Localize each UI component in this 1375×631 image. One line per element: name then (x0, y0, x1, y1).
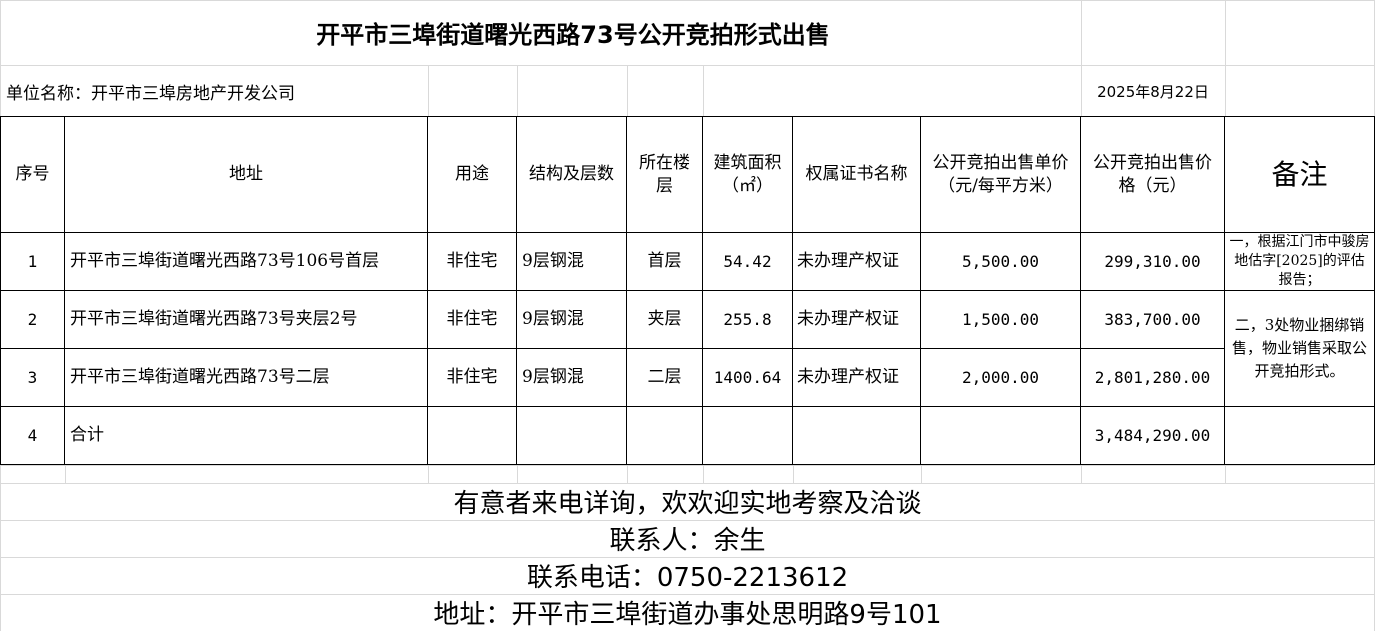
gridline (65, 465, 66, 483)
gridline (428, 65, 429, 117)
cell-use[interactable] (427, 406, 517, 465)
cell-seq[interactable]: 1 (0, 232, 65, 291)
cell-floor[interactable]: 二层 (626, 348, 703, 407)
gridline (703, 465, 704, 483)
gridline (0, 65, 1375, 66)
cell-use[interactable]: 非住宅 (427, 232, 517, 291)
gridline (1081, 0, 1082, 117)
cell-cert[interactable]: 未办理产权证 (792, 348, 921, 407)
cell-seq[interactable]: 4 (0, 406, 65, 465)
header-price[interactable]: 公开竞拍出售价格（元） (1080, 116, 1225, 233)
gridline (921, 465, 922, 483)
header-area[interactable]: 建筑面积（㎡） (702, 116, 793, 233)
remark-empty[interactable] (1224, 406, 1375, 465)
cell-address[interactable]: 开平市三埠街道曙光西路73号106号首层 (64, 232, 428, 291)
cell-use[interactable]: 非住宅 (427, 290, 517, 349)
remark-note[interactable]: 二，3处物业捆绑销售，物业销售采取公开竞拍形式。 (1224, 290, 1375, 407)
unit-name: 单位名称：开平市三埠房地产开发公司 (6, 83, 295, 104)
footer-line: 联系电话：0750-2213612 (526, 563, 849, 593)
cell-structure[interactable]: 9层钢混 (516, 232, 627, 291)
cell-price[interactable]: 383,700.00 (1080, 290, 1225, 349)
cell-area[interactable] (702, 406, 793, 465)
cell-unit-price[interactable]: 1,500.00 (920, 290, 1081, 349)
header-structure[interactable]: 结构及层数 (516, 116, 627, 233)
remark-note[interactable]: 一，根据江门市中骏房地估字[2025]的评估报告； (1224, 232, 1375, 291)
gridline (793, 465, 794, 483)
cell-seq[interactable]: 3 (0, 348, 65, 407)
cell-address[interactable]: 开平市三埠街道曙光西路73号二层 (64, 348, 428, 407)
cell-floor[interactable] (626, 406, 703, 465)
header-seq[interactable]: 序号 (0, 116, 65, 233)
cell-cert[interactable] (792, 406, 921, 465)
gridline (703, 65, 704, 117)
footer-line: 联系人：余生 (609, 526, 766, 556)
header-use[interactable]: 用途 (427, 116, 517, 233)
gridline (627, 65, 628, 117)
cell-cert[interactable]: 未办理产权证 (792, 290, 921, 349)
gridline (517, 65, 518, 117)
cell-unit-price[interactable]: 2,000.00 (920, 348, 1081, 407)
gridline (1225, 465, 1226, 483)
cell-seq[interactable]: 2 (0, 290, 65, 349)
sheet-title: 开平市三埠街道曙光西路73号公开竞拍形式出售 (316, 21, 830, 49)
footer-line: 地址：开平市三埠街道办事处思明路9号101 (433, 600, 942, 630)
cell-structure[interactable] (516, 406, 627, 465)
cell-use[interactable]: 非住宅 (427, 348, 517, 407)
gridline (0, 520, 1375, 521)
gridline (0, 483, 1375, 484)
cell-area[interactable]: 1400.64 (702, 348, 793, 407)
header-remark[interactable]: 备注 (1224, 116, 1375, 233)
gridline (1225, 0, 1226, 117)
gridline (0, 465, 1375, 466)
cell-address[interactable]: 合计 (64, 406, 428, 465)
footer-line: 有意者来电详询，欢欢迎实地考察及洽谈 (453, 489, 922, 519)
cell-price[interactable]: 299,310.00 (1080, 232, 1225, 291)
cell-unit-price[interactable] (920, 406, 1081, 465)
cell-area[interactable]: 54.42 (702, 232, 793, 291)
cell-floor[interactable]: 夹层 (626, 290, 703, 349)
cell-unit-price[interactable]: 5,500.00 (920, 232, 1081, 291)
cell-price[interactable]: 2,801,280.00 (1080, 348, 1225, 407)
cell-area[interactable]: 255.8 (702, 290, 793, 349)
gridline (627, 465, 628, 483)
cell-structure[interactable]: 9层钢混 (516, 290, 627, 349)
gridline (0, 557, 1375, 558)
cell-price[interactable]: 3,484,290.00 (1080, 406, 1225, 465)
date: 2025年8月22日 (1097, 82, 1209, 101)
header-cert[interactable]: 权属证书名称 (792, 116, 921, 233)
cell-floor[interactable]: 首层 (626, 232, 703, 291)
cell-cert[interactable]: 未办理产权证 (792, 232, 921, 291)
header-address[interactable]: 地址 (64, 116, 428, 233)
header-unit-price[interactable]: 公开竞拍出售单价（元/每平方米） (920, 116, 1081, 233)
gridline (428, 465, 429, 483)
cell-address[interactable]: 开平市三埠街道曙光西路73号夹层2号 (64, 290, 428, 349)
cell-structure[interactable]: 9层钢混 (516, 348, 627, 407)
gridline (517, 465, 518, 483)
gridline (1081, 465, 1082, 483)
gridline (0, 0, 1375, 1)
header-floor[interactable]: 所在楼层 (626, 116, 703, 233)
gridline (0, 594, 1375, 595)
